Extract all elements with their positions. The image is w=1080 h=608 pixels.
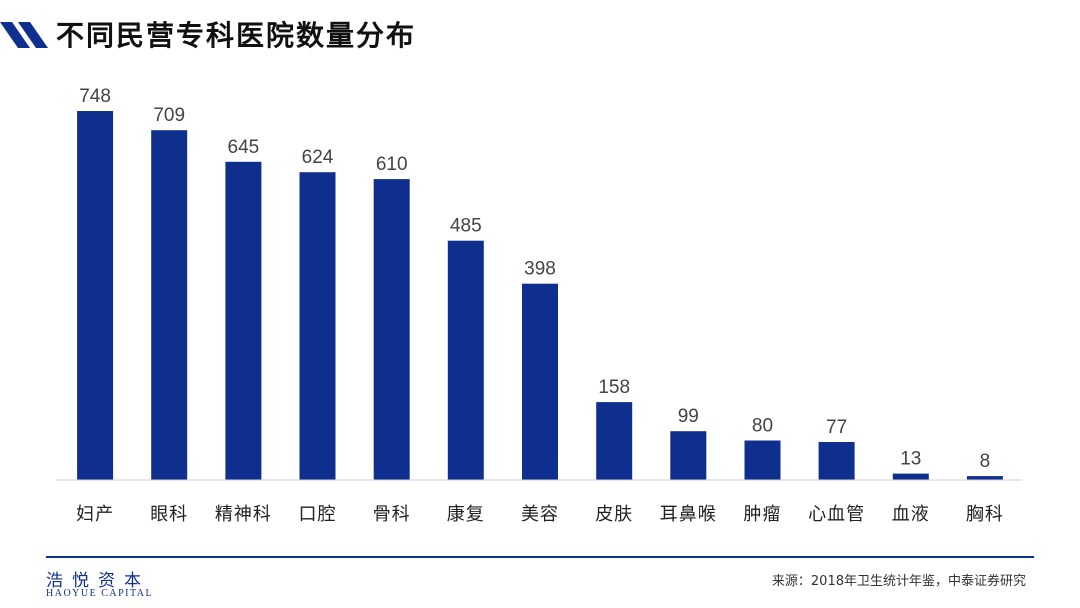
category-label: 精神科 <box>215 504 272 525</box>
bar-value-label: 485 <box>450 216 482 237</box>
bar <box>744 440 781 480</box>
bar-value-label: 645 <box>228 137 260 158</box>
bar <box>151 130 188 480</box>
bar-value-label: 158 <box>598 377 630 398</box>
bar-chart: 748 709 645 624 610 485 398 158 99 80 77 13 8 妇产 眼科 精神… <box>56 86 1022 525</box>
page-title: 不同民营专科医院数量分布 <box>56 19 417 52</box>
bar-value-label: 77 <box>826 417 847 438</box>
category-label: 美容 <box>521 504 559 525</box>
bar <box>966 476 1003 480</box>
bar <box>522 283 558 480</box>
category-label: 血液 <box>892 504 930 525</box>
source-note: 来源：2018年卫生统计年鉴，中泰证券研究 <box>771 574 1026 589</box>
category-label: 皮肤 <box>595 504 633 525</box>
bar <box>77 111 114 480</box>
bar <box>596 402 633 480</box>
category-label: 康复 <box>447 504 485 525</box>
category-label: 口腔 <box>299 504 337 525</box>
category-labels-group: 妇产 眼科 精神科 口腔 骨科 康复 美容 皮肤 耳鼻喉 肿瘤 心血管 血液 胸科 <box>76 504 1004 525</box>
logo-chinese: 浩悦资本 <box>46 571 150 591</box>
category-label: 骨科 <box>373 504 411 525</box>
bar-value-label: 748 <box>79 86 111 107</box>
header: 不同民营专科医院数量分布 <box>0 0 1080 70</box>
bar-value-label: 13 <box>900 449 921 470</box>
bar <box>670 431 707 480</box>
category-label: 胸科 <box>966 504 1004 525</box>
bar-value-label: 80 <box>752 416 773 437</box>
bars-group <box>77 111 1003 481</box>
title-stripes-icon <box>0 22 48 48</box>
category-label: 眼科 <box>150 504 188 525</box>
value-labels-group: 748 709 645 624 610 485 398 158 99 80 77 13 8 <box>79 86 990 472</box>
bar <box>447 240 484 480</box>
logo-english: HAOYUE CAPITAL <box>46 588 154 599</box>
category-label: 妇产 <box>76 504 114 525</box>
category-label: 肿瘤 <box>744 504 782 525</box>
bar <box>299 172 336 480</box>
bar-value-label: 610 <box>376 154 408 175</box>
bar-value-label: 99 <box>678 406 699 427</box>
bar <box>892 473 929 480</box>
bar <box>225 161 262 481</box>
category-label: 耳鼻喉 <box>660 504 717 525</box>
bar <box>373 179 410 480</box>
bar-value-label: 624 <box>302 147 334 168</box>
bar-value-label: 8 <box>980 451 991 472</box>
bar <box>818 442 855 480</box>
bar-value-label: 398 <box>524 259 556 280</box>
footer-divider <box>46 556 1034 558</box>
category-label: 心血管 <box>808 504 865 525</box>
bar-value-label: 709 <box>153 105 185 126</box>
